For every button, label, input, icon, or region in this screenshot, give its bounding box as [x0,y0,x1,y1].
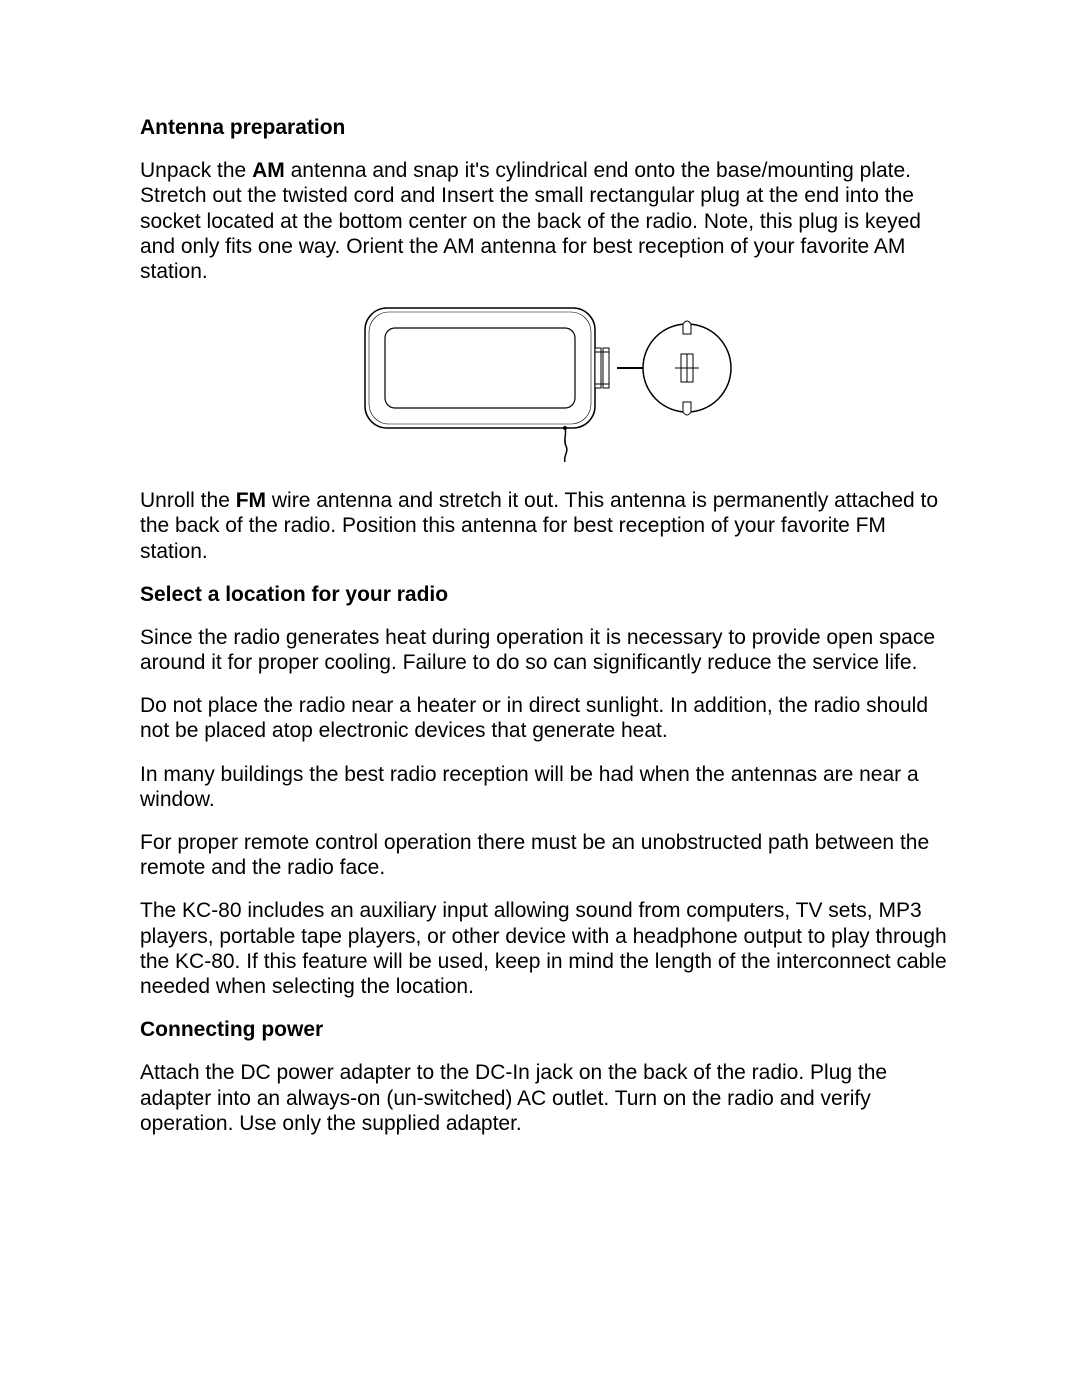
heading-antenna-preparation: Antenna preparation [140,115,950,140]
paragraph-location-4: For proper remote control operation ther… [140,830,950,880]
bold-am: AM [252,159,285,182]
heading-connecting-power: Connecting power [140,1017,950,1042]
heading-select-location: Select a location for your radio [140,582,950,607]
paragraph-am-antenna: Unpack the AM antenna and snap it's cyli… [140,158,950,284]
paragraph-location-3: In many buildings the best radio recepti… [140,762,950,812]
antenna-diagram-container [140,302,950,462]
antenna-diagram-icon [355,302,735,462]
bold-fm: FM [236,489,266,512]
text-fragment: Unroll the [140,489,236,512]
paragraph-power-1: Attach the DC power adapter to the DC-In… [140,1060,950,1136]
text-fragment: Unpack the [140,159,252,182]
paragraph-location-5: The KC-80 includes an auxiliary input al… [140,898,950,999]
paragraph-location-2: Do not place the radio near a heater or … [140,693,950,743]
paragraph-location-1: Since the radio generates heat during op… [140,625,950,675]
document-page: Antenna preparation Unpack the AM antenn… [0,0,1080,1397]
paragraph-fm-antenna: Unroll the FM wire antenna and stretch i… [140,488,950,564]
